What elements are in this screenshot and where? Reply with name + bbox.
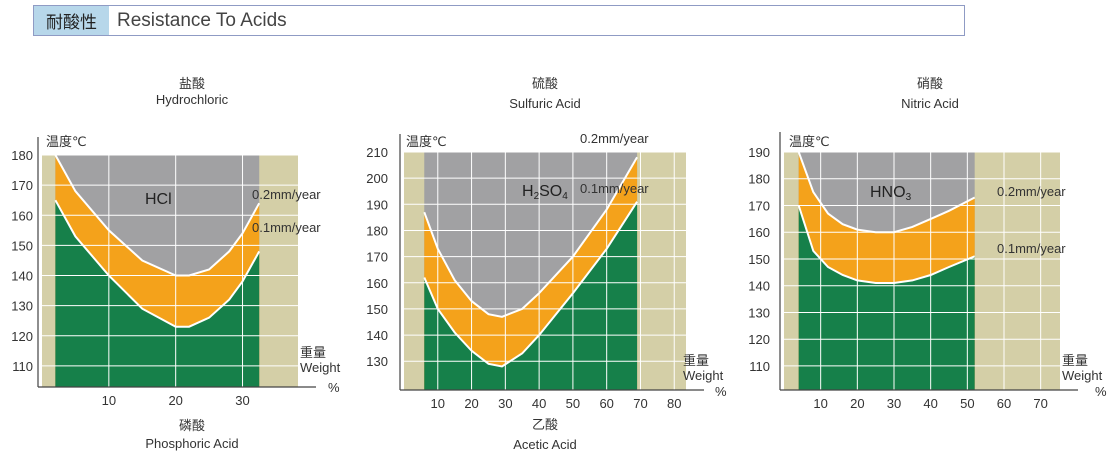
x-axis-label-en: Weight (683, 368, 724, 383)
series-annotation: 0.1mm/year (580, 181, 649, 196)
chart-top-label-en: Sulfuric Acid (509, 96, 581, 111)
y-tick-label: 190 (366, 197, 388, 212)
section-title-en: Resistance To Acids (117, 9, 287, 31)
region-formula-label: H2SO4 (522, 183, 568, 202)
x-axis-unit: % (328, 380, 340, 395)
y-axis-label: 温度℃ (789, 134, 830, 149)
y-tick-label: 130 (11, 299, 33, 314)
y-tick-label: 140 (748, 279, 770, 294)
section-header: 耐酸性 Resistance To Acids (33, 5, 965, 36)
x-tick-label: 10 (431, 396, 445, 411)
x-tick-label: 20 (850, 396, 864, 411)
y-tick-label: 160 (748, 225, 770, 240)
y-tick-label: 150 (366, 302, 388, 317)
x-axis-label-en: Weight (1062, 368, 1103, 383)
chart-top-label-zh: 硫酸 (532, 76, 558, 91)
x-tick-label: 10 (813, 396, 827, 411)
chart-bottom-label-zh: 乙酸 (532, 417, 558, 432)
y-tick-label: 140 (366, 328, 388, 343)
series-annotation: 0.2mm/year (997, 184, 1066, 199)
region-formula-label: HCl (145, 191, 172, 208)
y-axis-label: 温度℃ (46, 134, 87, 149)
x-tick-label: 70 (633, 396, 647, 411)
x-axis-unit: % (715, 384, 727, 399)
chart-top-label-en: Hydrochloric (156, 92, 229, 107)
x-axis-label-zh: 重量 (1062, 353, 1088, 368)
y-tick-label: 160 (11, 208, 33, 223)
y-tick-label: 130 (748, 305, 770, 320)
x-tick-label: 60 (599, 396, 613, 411)
section-title-zh: 耐酸性 (34, 6, 109, 35)
series-line-0.1 (797, 205, 976, 284)
x-tick-label: 20 (464, 396, 478, 411)
series-line-0.2 (797, 151, 976, 234)
x-tick-label: 30 (887, 396, 901, 411)
x-tick-label: 40 (532, 396, 546, 411)
y-tick-label: 200 (366, 171, 388, 186)
series-annotation: 0.1mm/year (997, 241, 1066, 256)
x-tick-label: 50 (566, 396, 580, 411)
y-tick-label: 140 (11, 269, 33, 284)
y-tick-label: 180 (366, 223, 388, 238)
x-tick-label: 20 (168, 393, 182, 408)
y-tick-label: 180 (748, 172, 770, 187)
x-tick-label: 70 (1033, 396, 1047, 411)
chart-bottom-label-en: Acetic Acid (513, 437, 577, 452)
y-tick-label: 120 (748, 332, 770, 347)
series-line-0.2 (423, 156, 638, 318)
x-axis-unit: % (1095, 384, 1107, 399)
y-tick-label: 120 (11, 329, 33, 344)
series-line-0.1 (54, 199, 261, 328)
region-formula-label: HNO3 (870, 184, 912, 203)
y-tick-label: 210 (366, 145, 388, 160)
x-tick-label: 10 (102, 393, 116, 408)
x-axis-label-en: Weight (300, 360, 341, 375)
x-tick-label: 40 (923, 396, 937, 411)
y-tick-label: 170 (11, 178, 33, 193)
safe-region (424, 201, 638, 390)
y-tick-label: 110 (12, 359, 33, 374)
x-axis-label-zh: 重量 (683, 353, 709, 368)
x-tick-label: 80 (667, 396, 681, 411)
y-tick-label: 150 (748, 252, 770, 267)
y-tick-label: 180 (11, 148, 33, 163)
y-tick-label: 150 (11, 238, 33, 253)
y-tick-label: 170 (366, 250, 388, 265)
series-annotation: 0.2mm/year (580, 131, 649, 146)
x-tick-label: 30 (235, 393, 249, 408)
safe-region (55, 200, 260, 387)
y-tick-label: 110 (749, 359, 770, 374)
series-line-0.2 (54, 154, 261, 277)
y-tick-label: 190 (748, 145, 770, 160)
x-axis-label-zh: 重量 (300, 345, 326, 360)
x-tick-label: 60 (997, 396, 1011, 411)
chart-bottom-label-zh: 磷酸 (179, 418, 205, 433)
series-line-0.1 (423, 201, 638, 368)
y-axis-label: 温度℃ (406, 134, 447, 149)
chart-top-label-en: Nitric Acid (901, 96, 959, 111)
chart-top-label-zh: 硝酸 (917, 76, 943, 91)
y-tick-label: 160 (366, 276, 388, 291)
chart-top-label-zh: 盐酸 (179, 76, 205, 91)
series-annotation: 0.2mm/year (252, 187, 321, 202)
y-tick-label: 130 (366, 354, 388, 369)
series-annotation: 0.1mm/year (252, 220, 321, 235)
x-tick-label: 50 (960, 396, 974, 411)
x-tick-label: 30 (498, 396, 512, 411)
y-tick-label: 170 (748, 198, 770, 213)
chart-bottom-label-en: Phosphoric Acid (145, 436, 238, 451)
